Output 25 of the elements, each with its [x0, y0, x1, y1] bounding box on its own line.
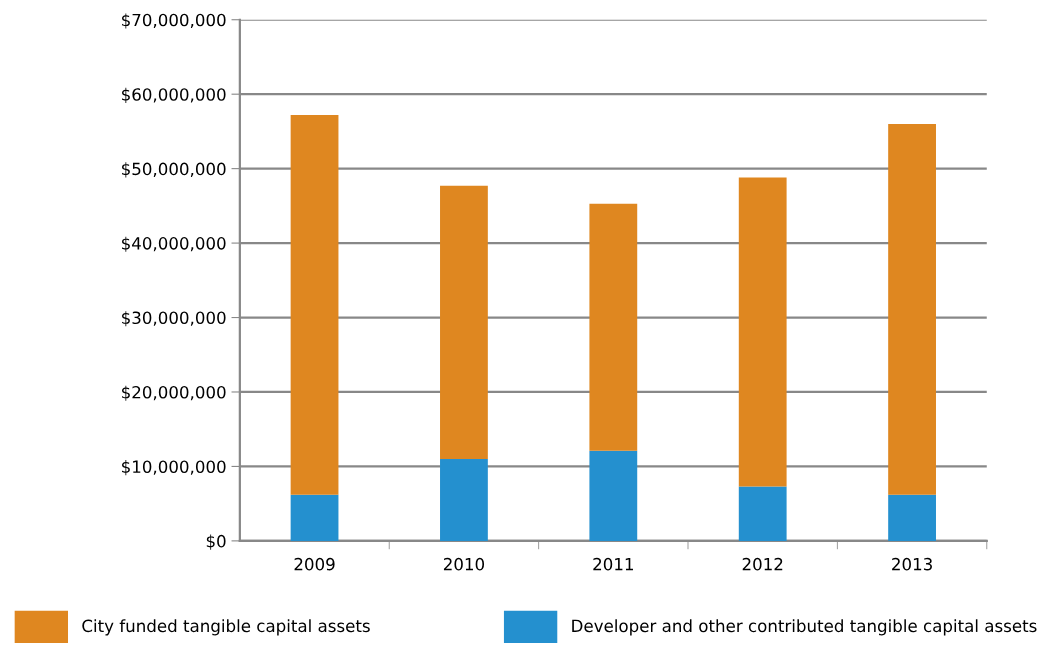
y-tick-label: $40,000,000 — [122, 236, 226, 252]
y-tick-label: $30,000,000 — [122, 311, 226, 327]
x-tick-label: 2010 — [443, 557, 485, 571]
legend-label: Developer and other contributed tangible capital assets — [572, 619, 1037, 636]
bar — [738, 177, 787, 487]
bar — [290, 115, 339, 495]
y-tick-label: $60,000,000 — [122, 87, 226, 103]
x-tick-label: 2013 — [892, 557, 932, 571]
x-tick-label: 2011 — [593, 557, 633, 571]
x-tick-label: 2012 — [742, 557, 783, 571]
y-tick-label: $50,000,000 — [122, 162, 226, 178]
y-tick-label: $70,000,000 — [122, 13, 226, 29]
bar — [888, 494, 936, 541]
bar — [738, 486, 787, 541]
y-tick-label: $10,000,000 — [122, 460, 226, 476]
bar — [440, 458, 488, 541]
bar — [888, 123, 936, 495]
bar — [589, 203, 638, 451]
y-tick-label: $0 — [206, 534, 226, 550]
x-tick-label: 2009 — [294, 557, 335, 571]
bar — [589, 450, 638, 541]
bar — [440, 185, 488, 459]
legend-label: City funded tangible capital assets — [82, 619, 370, 636]
bar — [290, 494, 339, 541]
y-tick-label: $20,000,000 — [122, 385, 226, 401]
